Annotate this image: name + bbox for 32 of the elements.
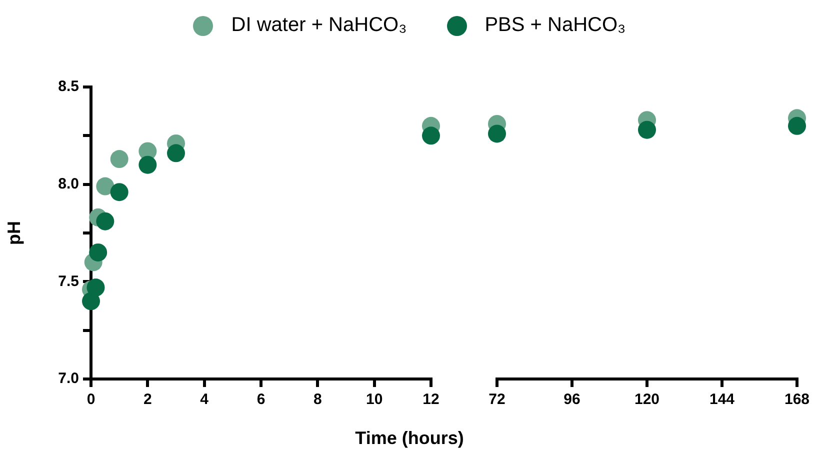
x-tick-label: 2 (143, 391, 152, 408)
y-tick-label: 7.5 (58, 272, 79, 290)
x-tick-label: 10 (366, 391, 383, 408)
legend-label: DI water + NaHCO₃ (231, 14, 407, 37)
x-axis-title: Time (hours) (354, 428, 465, 449)
x-tick-label: 72 (488, 391, 506, 408)
point (86, 278, 105, 297)
y-tick-label: 8.5 (58, 78, 79, 96)
x-tick-label: 4 (200, 391, 210, 408)
x-tick-label: 120 (634, 391, 660, 408)
x-tick-label: 12 (422, 391, 440, 408)
point (96, 177, 114, 196)
y-tick-label: 7.0 (58, 370, 79, 388)
x-tick-label: 168 (784, 391, 810, 408)
legend-label: PBS + NaHCO₃ (484, 14, 626, 37)
point (788, 116, 806, 135)
point (96, 212, 114, 230)
x-tick-label: 144 (709, 391, 736, 408)
x-tick-label: 96 (564, 391, 580, 408)
point (422, 126, 440, 145)
point (167, 144, 185, 162)
point (89, 243, 108, 262)
point (488, 124, 506, 143)
x-tick-label: 0 (86, 391, 96, 408)
point (138, 156, 157, 174)
point (110, 183, 128, 202)
point (110, 150, 128, 168)
y-axis-title: pH (4, 221, 24, 245)
point (638, 120, 656, 139)
x-tick-label: 8 (313, 391, 322, 408)
x-tick-label: 6 (256, 391, 266, 408)
y-tick-label: 8.0 (58, 175, 79, 192)
